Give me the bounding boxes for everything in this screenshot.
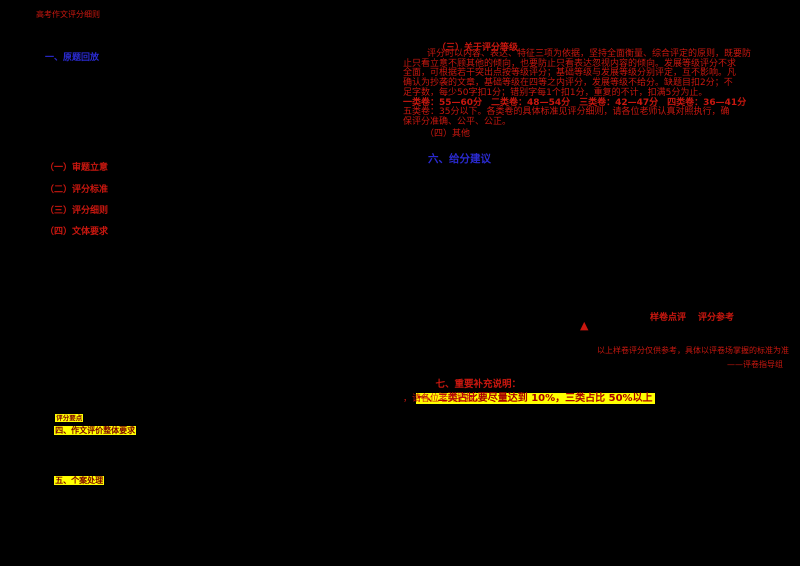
sample-row: 样卷点评 评分参考 bbox=[650, 310, 734, 323]
para-tail: （四）其他 bbox=[425, 129, 471, 139]
section-five-heading: 五、个案处理 bbox=[54, 476, 105, 485]
para-line: 止只看立意不顾其他的倾向，也要防止只看表达忽视内容的倾向。发展等级评分不求 bbox=[403, 58, 737, 69]
section-four-heading: 四、作文评价整体要求 bbox=[54, 426, 137, 435]
highlight-line: 一、二类占比要尽量达到 10%，三类占比 50%以上 bbox=[415, 393, 655, 404]
section-four-row: 四、作文评价整体要求 bbox=[44, 416, 137, 445]
para-line: 评分时以内容、表达、特征三项为依据，坚持全面衡量、综合评定的原则，既要防 bbox=[427, 49, 752, 59]
credit-line: ——评卷指导组 bbox=[727, 360, 783, 369]
sample-label: 样卷点评 bbox=[650, 313, 687, 323]
left-chip: 评分要点 bbox=[47, 404, 84, 430]
section-five-row: 五、个案处理 bbox=[44, 466, 105, 495]
left-item-3: （三）评分细则 bbox=[45, 206, 109, 216]
triangle-marker-icon: ▲ bbox=[580, 319, 589, 332]
para-line: 足字数，每少50字扣1分；错别字每1个扣1分，重复的不计，扣满5分为止。 bbox=[403, 87, 708, 98]
left-blue-heading: 一、原题回放 bbox=[45, 53, 100, 63]
para-line: 确认为抄袭的文章，基础等级在四等之内评分，发展等级不给分。缺题目扣2分；不 bbox=[403, 78, 733, 89]
highlight-tail: ，请各位老师把握。 bbox=[403, 394, 485, 404]
highlight-row: 一、二类占比要尽量达到 10%，三类占比 50%以上 bbox=[403, 378, 655, 415]
note-line: 以上样卷评分仅供参考，具体以评卷场掌握的标准为准 bbox=[597, 346, 789, 355]
para-line: 全面，可根据若干突出点按等级评分；基础等级与发展等级分别评定，互不影响。凡 bbox=[403, 68, 737, 79]
left-item-1: （一）审题立意 bbox=[45, 163, 109, 173]
section-six-heading: 六、给分建议 bbox=[428, 153, 491, 165]
para-line: 五类卷：35分以下。各类卷的具体标准见评分细则，请各位老师认真对照执行，确 bbox=[403, 107, 730, 118]
left-item-2: （二）评分标准 bbox=[45, 185, 109, 195]
left-item-4: （四）文体要求 bbox=[45, 227, 109, 237]
para-line-grades: 一类卷：55—60分 二类卷：48—54分 三类卷：42—47分 四类卷：36—… bbox=[403, 97, 747, 108]
para-line: 保评分准确、公平、公正。 bbox=[403, 116, 512, 127]
sample-name: 评分参考 bbox=[698, 313, 735, 323]
top-note: 高考作文评分细则 bbox=[36, 10, 100, 19]
section-seven-label: 七、重要补充说明： bbox=[435, 379, 521, 390]
scoring-paragraph: 评分时以内容、表达、特征三项为依据，坚持全面衡量、综合评定的原则，既要防 止只看… bbox=[403, 49, 795, 128]
para-heading: （三）关于评分等级 bbox=[437, 43, 519, 53]
left-chip-label: 评分要点 bbox=[55, 414, 84, 422]
